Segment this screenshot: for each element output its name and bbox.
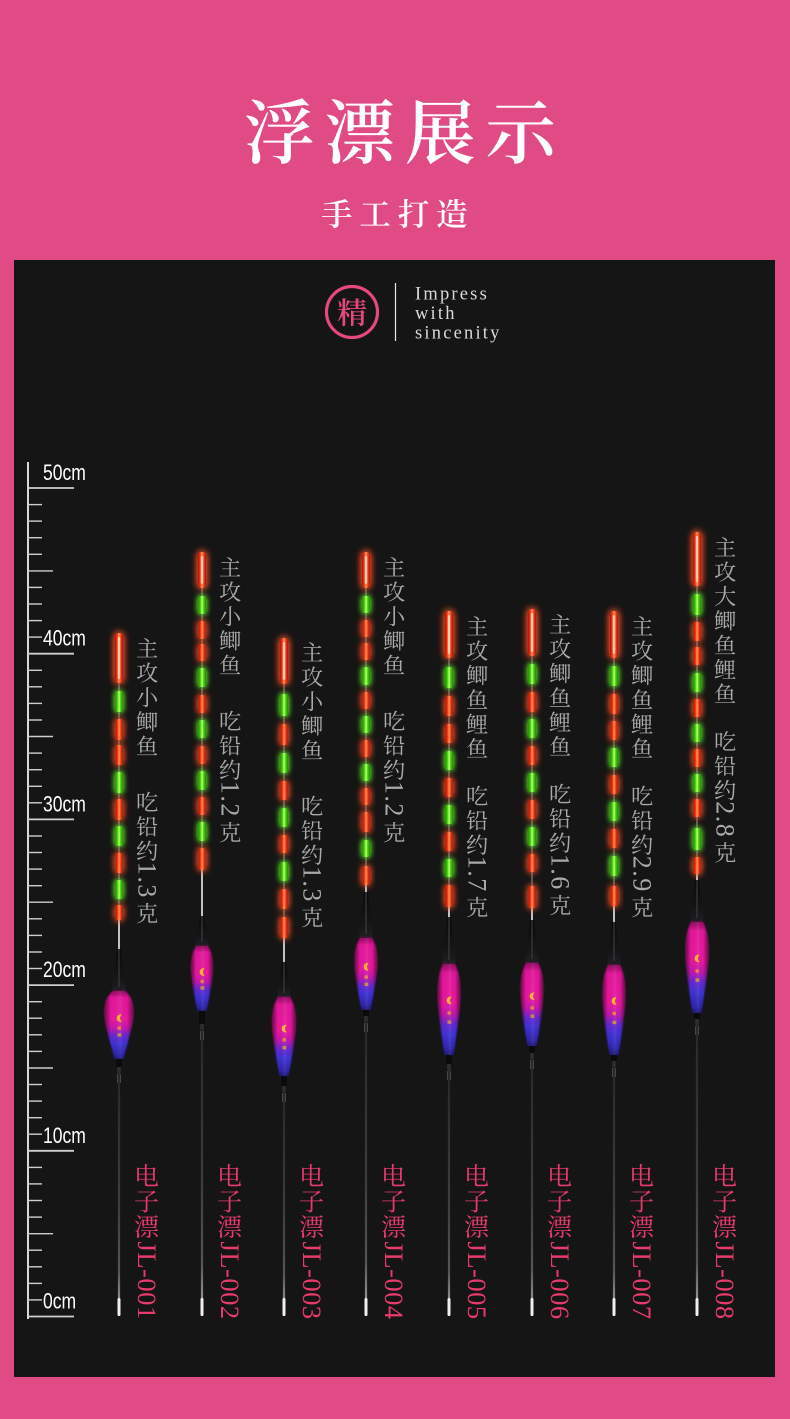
svg-text:JL-003: JL-003 bbox=[297, 1242, 327, 1320]
svg-text:JL-001: JL-001 bbox=[132, 1242, 162, 1320]
svg-text:2.9: 2.9 bbox=[627, 856, 656, 893]
svg-text:with: with bbox=[415, 304, 457, 324]
svg-text:1.2: 1.2 bbox=[215, 781, 244, 818]
svg-text:1.3: 1.3 bbox=[132, 862, 161, 899]
svg-text:JL-008: JL-008 bbox=[710, 1242, 740, 1320]
svg-text:sincenity: sincenity bbox=[415, 324, 502, 344]
svg-text:JL-007: JL-007 bbox=[627, 1242, 657, 1320]
svg-text:2.8: 2.8 bbox=[710, 801, 739, 838]
svg-text:1.2: 1.2 bbox=[379, 781, 408, 818]
svg-text:1.6: 1.6 bbox=[545, 854, 574, 891]
svg-text:Impress: Impress bbox=[415, 285, 489, 305]
svg-text:JL-004: JL-004 bbox=[379, 1242, 409, 1320]
svg-text:JL-006: JL-006 bbox=[545, 1242, 575, 1320]
svg-text:30cm: 30cm bbox=[43, 792, 86, 817]
svg-text:JL-005: JL-005 bbox=[462, 1242, 492, 1320]
svg-text:1.3: 1.3 bbox=[297, 866, 326, 903]
svg-text:10cm: 10cm bbox=[43, 1124, 86, 1149]
svg-text:0cm: 0cm bbox=[43, 1290, 76, 1315]
svg-text:40cm: 40cm bbox=[43, 627, 86, 652]
svg-text:20cm: 20cm bbox=[43, 958, 86, 983]
svg-text:1.7: 1.7 bbox=[462, 856, 491, 893]
svg-text:50cm: 50cm bbox=[43, 461, 86, 486]
svg-text:JL-002: JL-002 bbox=[215, 1242, 245, 1320]
